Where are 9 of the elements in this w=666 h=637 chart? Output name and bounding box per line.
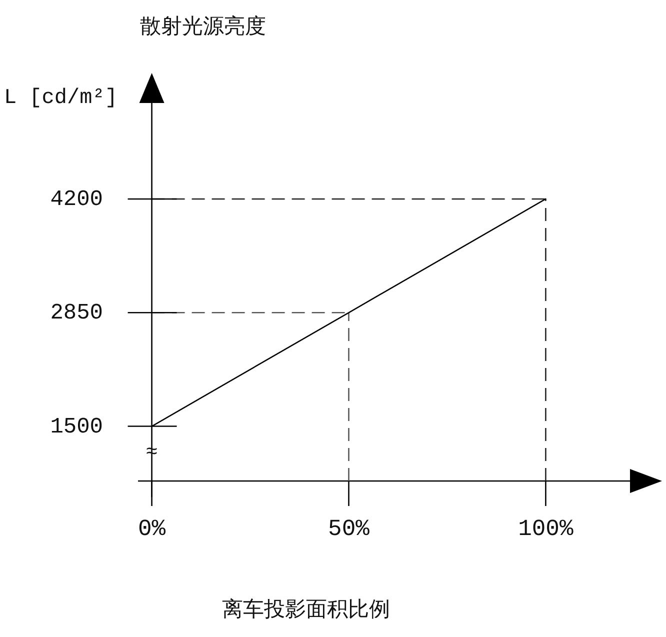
ytick-label: 4200	[50, 186, 103, 212]
xlabel: 离车投影面积比例	[222, 598, 390, 621]
ytick-label: 1500	[50, 414, 103, 439]
ylabel: L [cd/m²]	[4, 87, 118, 110]
xtick-label: 100%	[518, 516, 574, 542]
title: 散射光源亮度	[140, 15, 266, 38]
ytick-label: 2850	[50, 300, 103, 326]
xtick-label: 50%	[328, 516, 370, 542]
xtick-label: 0%	[138, 516, 166, 542]
